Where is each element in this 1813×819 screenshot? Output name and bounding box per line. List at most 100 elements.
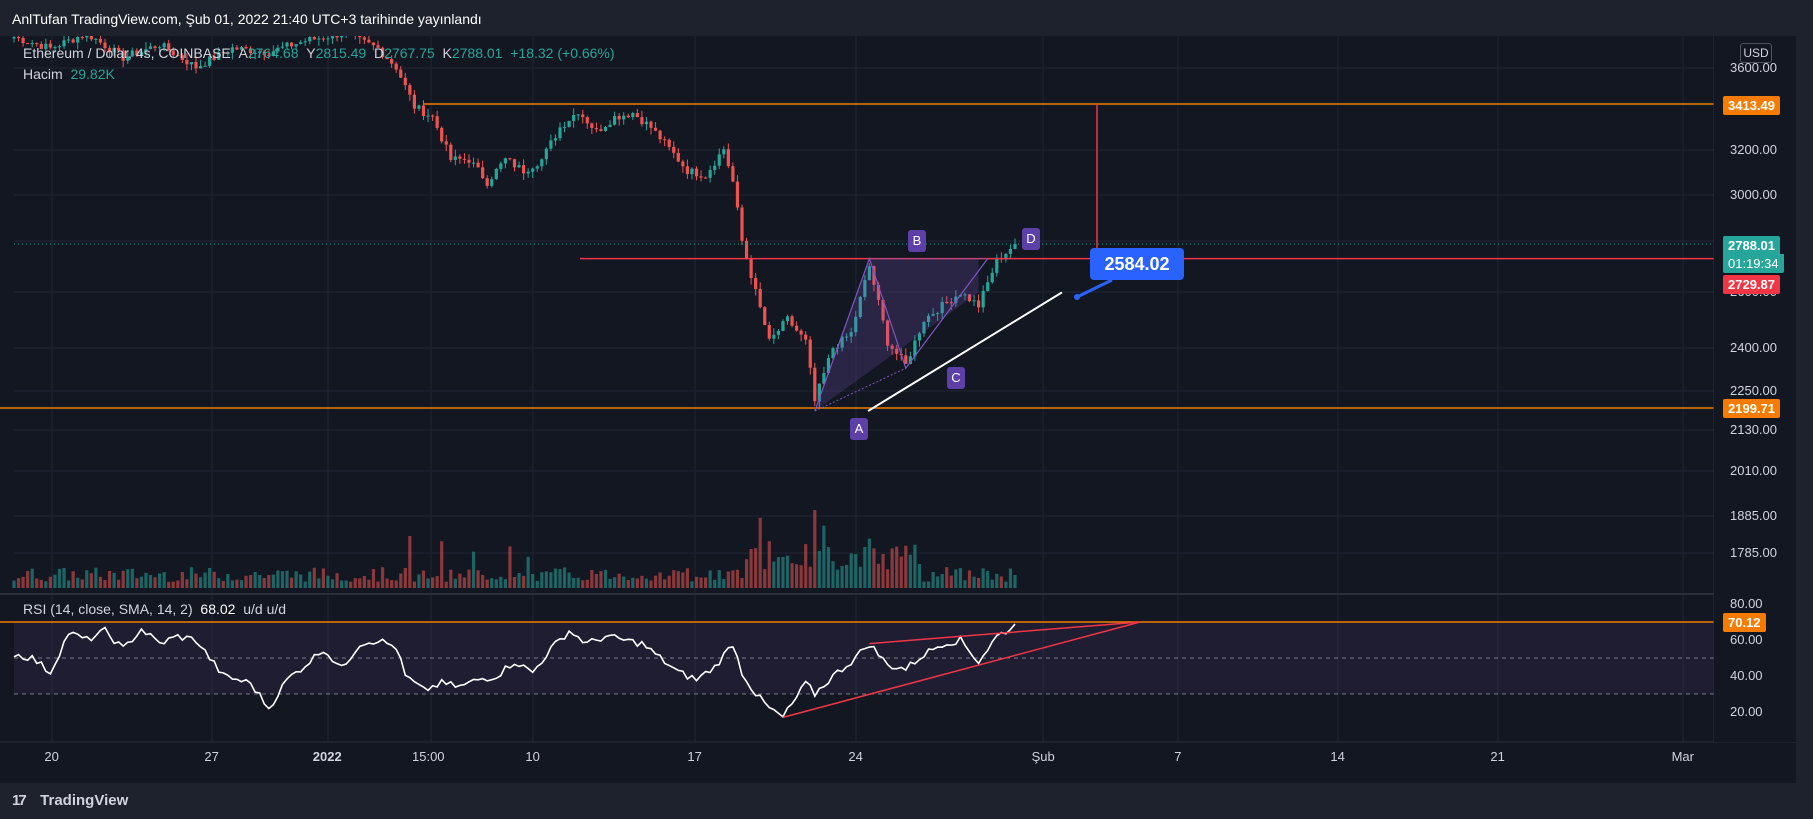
- target-price-callout[interactable]: 2584.02: [1090, 248, 1184, 280]
- volume-bar: [180, 571, 184, 588]
- price-tick-label: 1885.00: [1730, 508, 1777, 523]
- volume-bar: [130, 568, 134, 588]
- volume-bar: [485, 579, 489, 588]
- candle-body: [876, 284, 881, 300]
- volume-bar: [303, 581, 307, 588]
- volume-bar: [763, 569, 767, 588]
- volume-bar: [321, 568, 325, 588]
- pattern-point-c[interactable]: C: [947, 367, 965, 389]
- volume-bar: [476, 570, 480, 588]
- volume-bar: [940, 573, 944, 588]
- candle-body: [904, 355, 908, 364]
- drawing-tools: [0, 103, 1714, 412]
- symbol-legend[interactable]: Ethereum / Dolar, 4s, COINBASE A2764.68 …: [23, 45, 615, 61]
- candle-body: [945, 301, 949, 303]
- grid-lines: [14, 36, 1714, 742]
- volume-bar: [126, 569, 130, 588]
- candle-body: [585, 117, 589, 124]
- volume-bar: [107, 570, 112, 588]
- candle-body: [977, 300, 981, 308]
- candle-body: [613, 115, 617, 125]
- volume-bar: [98, 576, 103, 588]
- volume-legend[interactable]: Hacim 29.82K: [23, 66, 115, 82]
- volume-bars: [12, 510, 1017, 588]
- volume-bar: [499, 576, 503, 588]
- open-value: 2764.68: [247, 45, 299, 61]
- candle-body: [80, 37, 84, 39]
- rsi-tick-label: 60.00: [1730, 632, 1763, 647]
- candle-body: [185, 60, 189, 65]
- rsi-legend[interactable]: RSI (14, close, SMA, 14, 2) 68.02 u/d u/…: [23, 601, 286, 617]
- candle-body: [462, 158, 467, 160]
- candle-body: [321, 38, 325, 40]
- volume-bar: [899, 556, 903, 588]
- volume-bar: [690, 581, 694, 588]
- candle-body: [267, 54, 271, 56]
- candle-body: [881, 299, 885, 321]
- candle-body: [758, 289, 762, 308]
- volume-bar: [262, 578, 266, 588]
- symbol-name[interactable]: Ethereum / Dolar, 4s, COINBASE: [23, 45, 231, 61]
- time-tick-label: Mar: [1671, 749, 1694, 764]
- candle-body: [558, 127, 562, 139]
- candle-body: [772, 334, 776, 339]
- chart-canvas[interactable]: [0, 36, 1813, 783]
- volume-bar: [221, 580, 225, 588]
- candle-body: [380, 47, 385, 57]
- candle-body: [886, 320, 890, 346]
- candle-body: [608, 124, 612, 128]
- volume-bar: [235, 579, 239, 588]
- rsi-level-tag: 70.12: [1723, 613, 1766, 632]
- candle-body: [808, 339, 812, 368]
- volume-bar: [426, 578, 430, 588]
- candle-body: [922, 321, 926, 334]
- candle-body: [358, 36, 362, 38]
- volume-bar: [308, 571, 312, 588]
- candle-body: [949, 302, 953, 304]
- time-tick-label: 17: [687, 749, 702, 764]
- pattern-point-a[interactable]: A: [850, 418, 868, 440]
- pattern-point-d[interactable]: D: [1022, 228, 1040, 250]
- tradingview-logo[interactable]: 17 TradingView: [12, 792, 128, 809]
- candle-body: [717, 154, 721, 166]
- volume-bar: [80, 579, 84, 588]
- volume-bar: [881, 554, 885, 588]
- candle-body: [863, 280, 867, 297]
- candle-body: [531, 168, 535, 172]
- pattern-point-b[interactable]: B: [908, 230, 926, 252]
- candle-body: [198, 66, 203, 69]
- candle-body: [936, 313, 940, 315]
- volume-bar: [931, 572, 935, 588]
- candle-body: [685, 166, 689, 175]
- candle-body: [713, 165, 717, 171]
- open-label: A: [238, 45, 248, 61]
- volume-bar: [244, 575, 248, 588]
- rsi-pane: [0, 621, 1714, 719]
- volume-bar: [103, 579, 107, 588]
- candle-body: [649, 121, 653, 128]
- volume-bar: [658, 572, 662, 588]
- candle-body: [194, 62, 198, 69]
- rsi-trendline-lower: [782, 621, 1141, 719]
- candle-body: [189, 62, 194, 65]
- currency-button[interactable]: USD: [1740, 43, 1772, 63]
- volume-bar: [471, 551, 476, 588]
- candle-body: [890, 345, 894, 349]
- candle-body: [913, 340, 917, 357]
- volume-bar: [622, 576, 626, 588]
- volume-bar: [590, 569, 594, 588]
- tradingview-brand: TradingView: [40, 792, 129, 809]
- volume-bar: [526, 556, 530, 588]
- volume-bar: [990, 579, 994, 588]
- candle-body: [221, 52, 225, 54]
- volume-bar: [121, 570, 125, 588]
- candle-body: [180, 55, 184, 61]
- volume-bar: [144, 572, 148, 588]
- candle-body: [121, 50, 125, 61]
- candle-body: [62, 40, 66, 47]
- candle-body: [26, 43, 30, 45]
- candle-body: [581, 114, 585, 118]
- candle-body: [103, 42, 107, 49]
- low-label: D: [374, 45, 385, 61]
- candle-body: [85, 36, 89, 38]
